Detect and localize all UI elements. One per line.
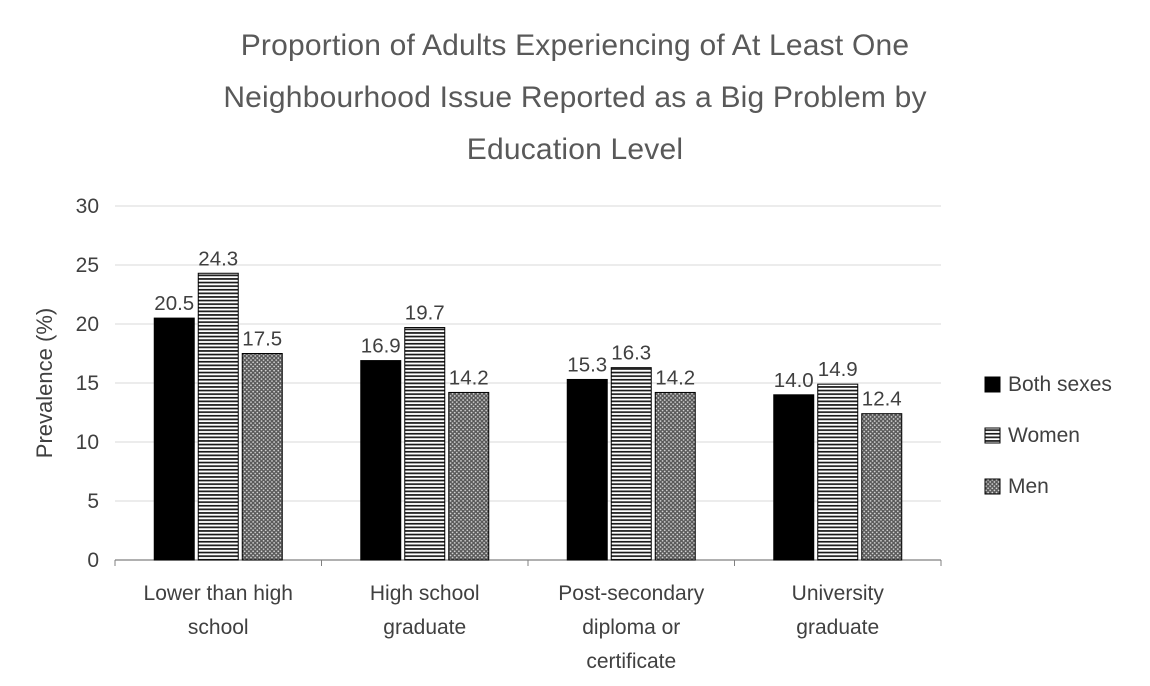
legend-marker-women [984,427,1001,444]
chart-title-line-3: Education Level [466,133,684,166]
value-label-men-1: 14.2 [449,366,489,389]
value-label-women-3: 14.9 [818,358,858,381]
legend-label-both-sexes: Both sexes [1008,373,1112,396]
bar-both-sexes-3 [773,394,815,561]
value-label-both-sexes-0: 20.5 [154,292,194,315]
value-label-men-2: 14.2 [655,366,695,389]
y-tick-label-10: 10 [76,431,99,454]
y-tick-label-30: 30 [76,195,99,218]
legend-marker-men [984,478,1001,495]
legend-marker-both-sexes [984,376,1001,393]
value-label-men-3: 12.4 [862,388,902,411]
bar-both-sexes-0 [153,317,195,561]
bar-women-2 [610,367,652,561]
chart-title-line-2: Neighbourhood Issue Reported as a Big Pr… [223,81,927,114]
value-label-both-sexes-1: 16.9 [361,335,401,358]
bar-women-1 [404,327,446,561]
bar-men-2 [654,391,696,561]
y-axis-title: Prevalence (%) [32,308,57,458]
bar-women-3 [817,383,859,561]
x-category-label-0: Lower than high school [144,582,293,639]
y-tick-label-0: 0 [87,549,99,572]
chart-title-line-1: Proportion of Adults Experiencing of At … [240,29,910,62]
x-category-label-2: Post-secondary diploma or certificate [558,582,704,673]
y-tick-label-20: 20 [76,313,99,336]
x-category-label-3: University graduate [792,582,885,639]
bar-men-3 [861,413,903,561]
bar-men-0 [241,353,283,561]
y-tick-label-5: 5 [87,490,99,513]
chart-title: Proportion of Adults Experiencing of At … [0,20,1150,176]
bar-both-sexes-1 [360,360,402,561]
bar-both-sexes-2 [566,378,608,561]
y-tick-label-15: 15 [76,372,99,395]
value-label-women-1: 19.7 [405,302,445,325]
value-label-women-2: 16.3 [611,342,651,365]
value-label-both-sexes-2: 15.3 [567,353,607,376]
legend-label-women: Women [1008,424,1080,447]
y-tick-label-25: 25 [76,254,99,277]
value-label-men-0: 17.5 [242,328,282,351]
value-label-women-0: 24.3 [198,247,238,270]
bar-men-1 [448,391,490,561]
x-category-label-1: High school graduate [370,582,480,639]
value-label-both-sexes-3: 14.0 [774,369,814,392]
bar-women-0 [197,272,239,561]
legend-label-men: Men [1008,475,1049,498]
